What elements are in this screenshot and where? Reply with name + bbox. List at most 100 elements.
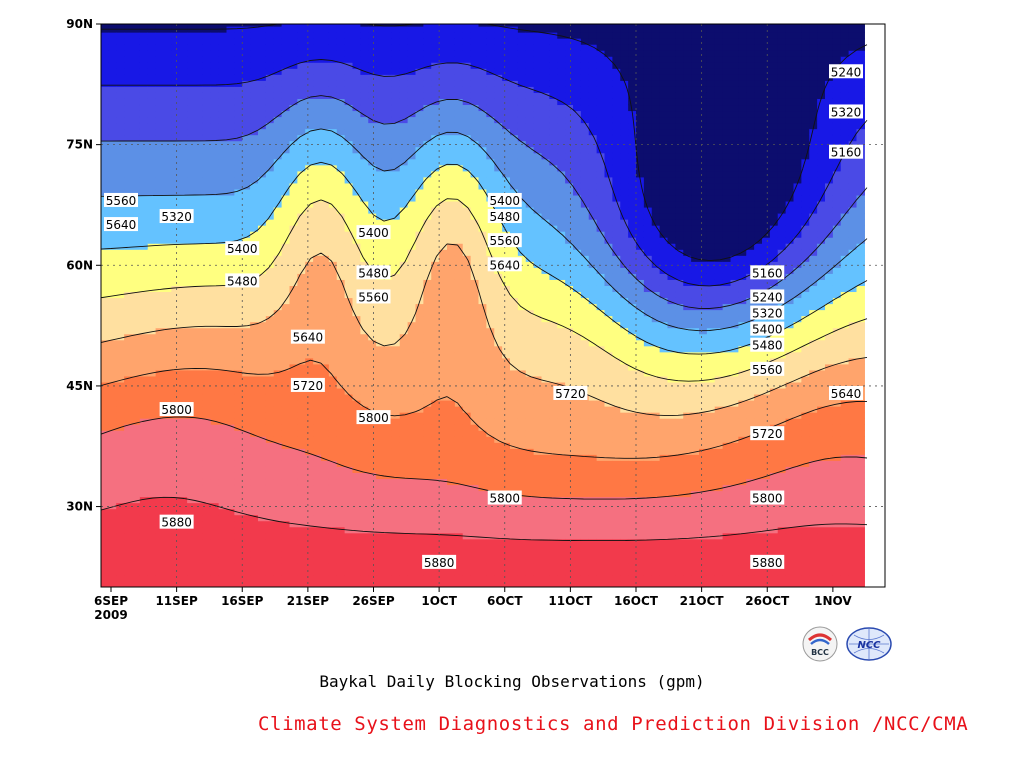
heatmap-cell <box>171 200 180 208</box>
heatmap-cell <box>328 460 338 467</box>
heatmap-cell <box>179 74 188 81</box>
heatmap-cell <box>265 508 275 516</box>
heatmap-cell <box>344 580 354 587</box>
heatmap-cell <box>384 164 393 172</box>
heatmap-cell <box>171 472 180 480</box>
heatmap-cell <box>226 574 235 582</box>
heatmap-cell <box>147 580 157 587</box>
heatmap-cell <box>478 412 487 419</box>
heatmap-cell <box>171 562 180 570</box>
heatmap-cell <box>454 122 464 130</box>
heatmap-cell <box>187 466 196 473</box>
heatmap-cell <box>147 387 157 395</box>
heatmap-cell <box>226 478 235 486</box>
heatmap-cell <box>431 484 440 492</box>
heatmap-cell <box>344 514 354 522</box>
heatmap-cell <box>486 580 495 587</box>
heatmap-cell <box>234 303 243 311</box>
heatmap-cell <box>407 544 417 552</box>
heatmap-cell <box>273 44 283 51</box>
heatmap-cell <box>384 182 393 190</box>
heatmap-cell <box>116 472 125 480</box>
heatmap-cell <box>171 194 180 202</box>
heatmap-cell <box>313 363 322 371</box>
heatmap-cell <box>321 231 330 238</box>
heatmap-cell <box>478 158 487 166</box>
heatmap-cell <box>399 327 409 335</box>
heatmap-cell <box>376 580 385 587</box>
heatmap-cell <box>101 303 109 311</box>
heatmap-cell <box>210 297 220 305</box>
heatmap-cell <box>399 170 409 178</box>
heatmap-cell <box>108 249 117 256</box>
heatmap-cell <box>328 255 338 262</box>
heatmap-cell <box>250 255 259 262</box>
heatmap-cell <box>108 56 117 63</box>
heatmap-cell <box>242 68 251 75</box>
heatmap-cell <box>431 98 440 106</box>
heatmap-cell <box>313 400 322 407</box>
heatmap-cell <box>399 194 409 202</box>
heatmap-cell <box>462 122 472 130</box>
heatmap-cell <box>360 357 369 365</box>
heatmap-cell <box>108 418 117 425</box>
heatmap-cell <box>124 14 132 21</box>
heatmap-cell <box>454 158 464 166</box>
heatmap-cell <box>265 158 275 166</box>
heatmap-cell <box>415 44 424 51</box>
heatmap-cell <box>384 520 393 528</box>
heatmap-cell <box>139 249 149 256</box>
heatmap-cell <box>281 68 291 75</box>
heatmap-cell <box>265 104 275 112</box>
heatmap-cell <box>101 122 109 130</box>
heatmap-cell <box>139 74 149 81</box>
heatmap-cell <box>368 442 377 449</box>
heatmap-cell <box>423 351 432 359</box>
heatmap-cell <box>344 231 354 238</box>
heatmap-cell <box>171 273 180 280</box>
heatmap-cell <box>423 454 432 461</box>
heatmap-cell <box>195 14 203 21</box>
heatmap-cell <box>462 556 472 564</box>
heatmap-cell <box>431 158 440 166</box>
heatmap-cell <box>242 231 251 238</box>
heatmap-cell <box>101 490 109 498</box>
heatmap-cell <box>202 375 212 383</box>
heatmap-cell <box>242 32 251 39</box>
heatmap-cell <box>368 74 377 81</box>
heatmap-cell <box>352 32 361 39</box>
heatmap-cell <box>486 249 495 256</box>
heatmap-cell <box>478 375 487 383</box>
heatmap-cell <box>447 176 456 184</box>
heatmap-cell <box>454 357 464 365</box>
heatmap-cell <box>391 574 401 582</box>
heatmap-cell <box>321 375 330 383</box>
heatmap-cell <box>407 24 417 27</box>
heatmap-cell <box>494 62 503 69</box>
heatmap-cell <box>368 134 377 142</box>
heatmap-cell <box>218 466 228 473</box>
heatmap-cell <box>305 188 314 196</box>
heatmap-cell <box>195 213 204 220</box>
heatmap-cell <box>250 418 259 425</box>
heatmap-cell <box>462 430 472 437</box>
heatmap-cell <box>139 448 149 455</box>
heatmap-cell <box>101 514 109 522</box>
heatmap-cell <box>470 249 480 256</box>
heatmap-cell <box>305 146 314 154</box>
heatmap-cell <box>273 381 283 389</box>
heatmap-cell <box>321 448 330 455</box>
heatmap-cell <box>454 406 464 413</box>
heatmap-cell <box>486 472 495 480</box>
heatmap-cell <box>226 484 235 492</box>
heatmap-cell <box>179 176 188 184</box>
heatmap-cell <box>447 454 456 461</box>
heatmap-cell <box>155 381 165 389</box>
heatmap-cell <box>470 321 480 329</box>
heatmap-cell <box>454 291 464 299</box>
heatmap-cell <box>297 309 306 317</box>
heatmap-cell <box>297 140 306 148</box>
heatmap-cell <box>328 243 338 250</box>
heatmap-cell <box>360 375 369 383</box>
heatmap-cell <box>447 466 456 473</box>
